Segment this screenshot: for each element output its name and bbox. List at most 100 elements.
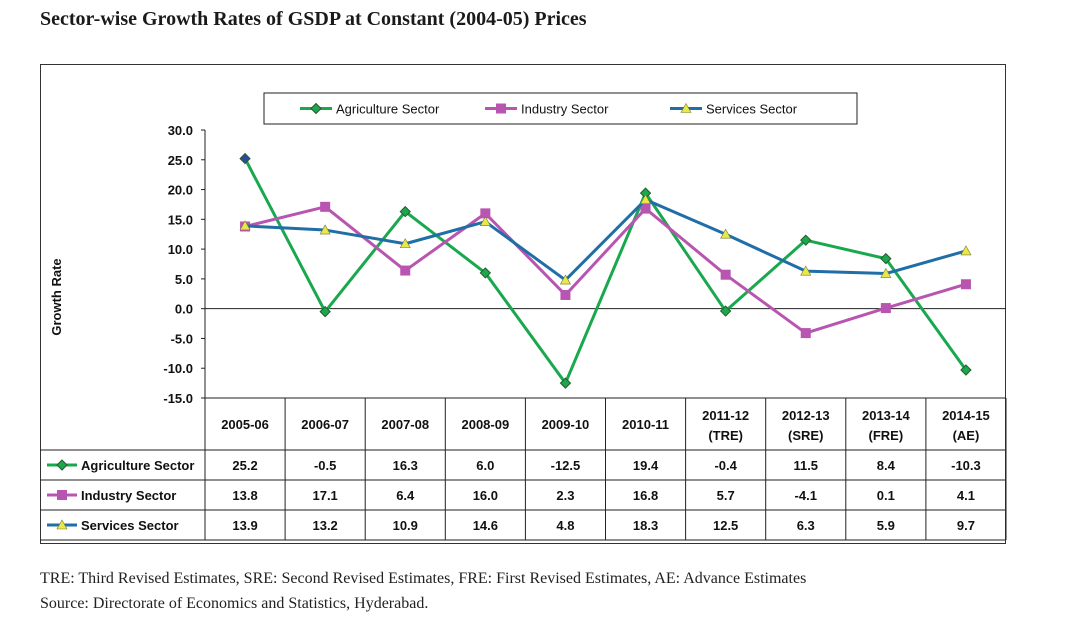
table-cell-value: 16.8 bbox=[633, 488, 658, 503]
y-tick-label: 10.0 bbox=[168, 242, 193, 257]
data-point-industry bbox=[400, 265, 411, 276]
data-point-services bbox=[399, 238, 411, 249]
table-cell-value: 19.4 bbox=[633, 458, 659, 473]
y-tick-label: -5.0 bbox=[171, 331, 193, 346]
page-title: Sector-wise Growth Rates of GSDP at Cons… bbox=[40, 8, 587, 30]
table-cell-value: -4.1 bbox=[795, 488, 817, 503]
table-row-label: Agriculture Sector bbox=[81, 458, 194, 473]
table-cell-value: 5.7 bbox=[717, 488, 735, 503]
x-category-label: 2006-07 bbox=[301, 417, 349, 432]
series-line-services bbox=[244, 198, 967, 282]
x-category-label: 2013-14 bbox=[862, 408, 910, 423]
data-point-industry bbox=[480, 208, 491, 219]
x-category-sublabel: (AE) bbox=[953, 428, 980, 443]
x-category-label: 2008-09 bbox=[461, 417, 509, 432]
data-point-agriculture bbox=[399, 205, 411, 218]
footnotes: TRE: Third Revised Estimates, SRE: Secon… bbox=[40, 566, 806, 616]
x-category-label: 2007-08 bbox=[381, 417, 429, 432]
x-category-sublabel: (FRE) bbox=[869, 428, 904, 443]
data-point-agriculture bbox=[319, 305, 331, 318]
x-category-label: 2012-13 bbox=[782, 408, 830, 423]
table-cell-value: 11.5 bbox=[793, 458, 818, 473]
x-category-label: 2005-06 bbox=[221, 417, 269, 432]
chart-frame bbox=[40, 64, 1006, 544]
table-legend-marker bbox=[57, 490, 67, 500]
table-cell-value: 17.1 bbox=[312, 488, 337, 503]
table-cell-value: 6.0 bbox=[476, 458, 494, 473]
table-cell-value: 0.1 bbox=[877, 488, 895, 503]
data-point-agriculture bbox=[960, 364, 972, 376]
table-cell-value: -12.5 bbox=[551, 458, 581, 473]
series-line-agriculture bbox=[243, 157, 968, 385]
y-tick-label: 15.0 bbox=[168, 212, 193, 227]
legend-marker-agriculture bbox=[310, 102, 322, 115]
data-point-agriculture bbox=[479, 267, 492, 279]
x-category-sublabel: (SRE) bbox=[788, 428, 823, 443]
data-point-services bbox=[319, 224, 331, 235]
table-cell-value: 4.1 bbox=[957, 488, 975, 503]
table-cell-value: 8.4 bbox=[877, 458, 896, 473]
table-cell-value: -10.3 bbox=[951, 458, 981, 473]
data-point-industry bbox=[640, 203, 651, 214]
table-cell-value: 13.9 bbox=[232, 518, 257, 533]
table-cell-value: 6.3 bbox=[797, 518, 815, 533]
table-cell-value: -0.5 bbox=[314, 458, 336, 473]
y-tick-label: 0.0 bbox=[175, 302, 193, 317]
growth-rate-chart: 30.0 25.0 20.0 15.0 10.0 5.0 0.0 -5.0 -10.0 -15.0… bbox=[40, 92, 1007, 541]
table-cell-value: 13.8 bbox=[232, 488, 257, 503]
table-cell-value: 25.2 bbox=[232, 458, 257, 473]
data-point-industry bbox=[720, 269, 731, 280]
series-line-industry bbox=[244, 205, 967, 335]
data-point-services bbox=[239, 220, 251, 231]
footnote-source: Source: Directorate of Economics and Sta… bbox=[40, 595, 429, 612]
y-axis-title: Growth Rate bbox=[49, 258, 64, 335]
table-cell-value: -0.4 bbox=[714, 458, 737, 473]
legend-label: Services Sector bbox=[706, 102, 798, 117]
y-tick-label: 20.0 bbox=[168, 183, 193, 198]
table-cell-value: 18.3 bbox=[633, 518, 658, 533]
data-point-industry bbox=[880, 303, 891, 314]
x-category-label: 2014-15 bbox=[942, 408, 990, 423]
legend-label: Agriculture Sector bbox=[336, 102, 440, 117]
data-point-industry bbox=[960, 279, 971, 290]
table-legend-marker bbox=[56, 459, 68, 471]
data-point-services bbox=[640, 194, 652, 204]
data-point-industry bbox=[800, 328, 811, 339]
y-tick-label: 25.0 bbox=[168, 153, 193, 168]
table-cell-value: 6.4 bbox=[396, 488, 415, 503]
table-cell-value: 2.3 bbox=[556, 488, 574, 503]
data-point-agriculture bbox=[880, 252, 892, 265]
data-point-agriculture bbox=[239, 152, 251, 165]
data-point-services bbox=[479, 216, 491, 227]
footnote-abbreviations: TRE: Third Revised Estimates, SRE: Secon… bbox=[40, 570, 807, 587]
data-point-agriculture bbox=[559, 377, 572, 389]
data-point-industry bbox=[560, 289, 571, 300]
x-category-label: 2011-12 bbox=[702, 408, 749, 423]
y-tick-label: -10.0 bbox=[163, 361, 193, 376]
table-row-label: Services Sector bbox=[81, 518, 179, 533]
x-category-sublabel: (TRE) bbox=[708, 428, 743, 443]
table-cell-value: 16.3 bbox=[393, 458, 418, 473]
y-tick-label: 30.0 bbox=[168, 123, 193, 138]
legend-marker-services bbox=[680, 102, 692, 113]
data-point-agriculture bbox=[800, 234, 812, 246]
legend-label: Industry Sector bbox=[521, 102, 609, 117]
table-cell-value: 10.9 bbox=[393, 518, 418, 533]
table-cell-value: 16.0 bbox=[473, 488, 498, 503]
table-cell-value: 5.9 bbox=[877, 518, 895, 533]
table-cell-value: 14.6 bbox=[473, 518, 498, 533]
table-row-label: Industry Sector bbox=[81, 488, 176, 503]
data-point-industry bbox=[320, 201, 331, 212]
legend-marker-industry bbox=[496, 103, 506, 114]
table-legend-marker bbox=[56, 519, 68, 530]
data-point-services bbox=[800, 265, 812, 276]
table-cell-value: 12.5 bbox=[713, 518, 738, 533]
data-point-services bbox=[960, 245, 972, 256]
data-point-services bbox=[880, 267, 892, 278]
x-category-label: 2010-11 bbox=[622, 417, 669, 432]
x-category-label: 2009-10 bbox=[542, 417, 590, 432]
data-point-agriculture bbox=[719, 305, 732, 317]
table-cell-value: 9.7 bbox=[957, 518, 975, 533]
table-cell-value: 4.8 bbox=[556, 518, 574, 533]
table-cell-value: 13.2 bbox=[312, 518, 337, 533]
